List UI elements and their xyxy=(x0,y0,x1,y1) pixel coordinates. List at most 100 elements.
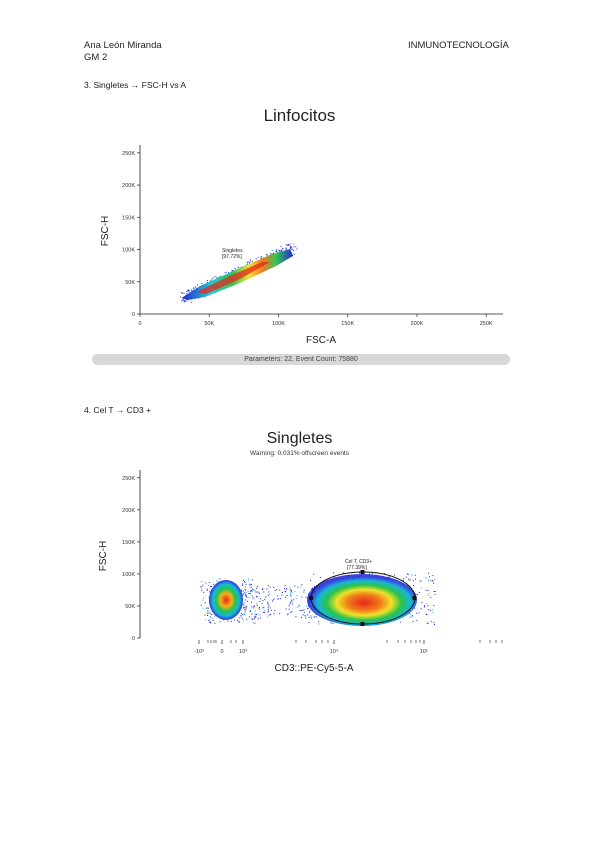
plot2-event-dot xyxy=(291,600,293,602)
plot1-event-dot xyxy=(271,249,273,251)
plot2-event-dot xyxy=(399,621,401,623)
plot2-event-dot xyxy=(240,615,242,617)
plot2-event-dot xyxy=(243,619,245,621)
plot1-event-dot xyxy=(206,281,208,283)
plot2-gate-handle-top[interactable] xyxy=(360,570,365,574)
plot1-event-dot xyxy=(183,292,185,294)
plot1-density-peak xyxy=(196,262,270,294)
plot2-event-dot xyxy=(277,598,279,600)
plot2-event-dot xyxy=(243,613,245,615)
plot2-gate-handle-left[interactable] xyxy=(309,596,313,600)
plot2-event-dot xyxy=(267,616,269,618)
plot2-event-dot xyxy=(209,621,211,623)
plot2-event-dot xyxy=(294,585,296,587)
plot2-event-dot xyxy=(244,599,246,601)
plot2-event-dot xyxy=(247,578,249,580)
plot2-event-dot xyxy=(238,620,240,622)
plot1-event-dot xyxy=(288,243,290,245)
plot2-event-dot xyxy=(310,579,312,581)
plot1-event-dot xyxy=(292,250,294,252)
plot1-event-dot xyxy=(214,276,216,278)
plot2-event-dot xyxy=(209,590,211,592)
plot2-event-dot xyxy=(256,591,258,593)
plot2-event-dot xyxy=(286,595,288,597)
plot2-event-dot xyxy=(242,584,244,586)
plot2-event-dot xyxy=(257,618,259,620)
plot1-event-dot xyxy=(198,297,200,299)
plot2-event-dot xyxy=(425,613,427,615)
plot2-event-dot xyxy=(258,592,260,594)
plot1-event-dot xyxy=(290,246,292,248)
plot2-event-dot xyxy=(259,601,261,603)
plot2-event-dot xyxy=(268,614,270,616)
plot1-event-dot xyxy=(185,293,187,295)
plot2-event-dot xyxy=(414,607,416,609)
plot1-event-dot xyxy=(247,261,249,263)
plot2-x-tick-label: 10³ xyxy=(239,649,247,655)
plot2-event-dot xyxy=(261,603,263,605)
plot1-event-dot xyxy=(257,256,259,258)
plot2-xlabel: CD3::PE-Cy5-5-A xyxy=(275,663,354,674)
plot2-event-dot xyxy=(304,609,306,611)
plot2-event-dot xyxy=(231,620,233,622)
plot2-event-dot xyxy=(279,613,281,615)
plot2-event-dot xyxy=(209,591,211,593)
plot2-event-dot xyxy=(200,581,202,583)
plot2-event-dot xyxy=(428,580,430,582)
plot1-x-tick-label: 150K xyxy=(341,321,354,327)
plot2-event-dot xyxy=(251,601,253,603)
plot2-event-dot xyxy=(256,587,258,589)
plot1-event-dot xyxy=(181,297,183,299)
plot2-event-dot xyxy=(311,588,313,590)
plot2-event-dot xyxy=(428,579,430,581)
plot2-cd3-positive-population xyxy=(307,574,417,626)
plot1-event-dot xyxy=(182,299,184,301)
plot2-event-dot xyxy=(433,622,435,624)
plot2-event-dot xyxy=(290,599,292,601)
plot2-gate-handle-bottom[interactable] xyxy=(360,622,365,626)
plot2-event-dot xyxy=(256,604,258,606)
plot1-event-dot xyxy=(181,300,183,302)
plot1-event-dot xyxy=(184,300,186,302)
plot2-event-dot xyxy=(277,595,279,597)
plot2-event-dot xyxy=(251,579,253,581)
plot2-event-dot xyxy=(304,615,306,617)
plot2-event-dot xyxy=(318,623,320,625)
plot2-event-dot xyxy=(425,589,427,591)
plot2-event-dot xyxy=(419,580,421,582)
plot2-event-dot xyxy=(258,606,260,608)
plot1-event-dot xyxy=(181,292,183,294)
plot2-event-dot xyxy=(296,606,298,608)
plot2-event-dot xyxy=(430,620,432,622)
plot2-x-tick-label: 0 xyxy=(220,649,223,655)
plot2-event-dot xyxy=(255,616,257,618)
plot1-event-dot xyxy=(292,254,294,256)
plot1-event-dot xyxy=(188,289,190,291)
plot1-event-dot xyxy=(180,292,182,294)
plot2-event-dot xyxy=(244,595,246,597)
plot2-event-dot xyxy=(332,572,334,574)
plot1-event-dot xyxy=(291,247,293,249)
author-name: Ana León Miranda xyxy=(84,40,162,51)
plot2-event-dot xyxy=(315,613,317,615)
plot2-event-dot xyxy=(219,578,221,580)
plot2-event-dot xyxy=(267,608,269,610)
plot1-event-dot xyxy=(216,276,218,278)
plot1-y-tick-label: 0 xyxy=(132,312,135,318)
plot2-event-dot xyxy=(247,597,249,599)
plot2-event-dot xyxy=(315,616,317,618)
plot2-event-dot xyxy=(259,598,261,600)
plot2-event-dot xyxy=(427,590,429,592)
plot2-event-dot xyxy=(201,586,203,588)
plot2-event-dot xyxy=(207,612,209,614)
plot2-event-dot xyxy=(239,617,241,619)
plot2-event-dot xyxy=(244,581,246,583)
plot2-event-dot xyxy=(254,590,256,592)
plot2-event-dot xyxy=(416,612,418,614)
plot2-event-dot xyxy=(433,623,435,625)
plot2-event-dot xyxy=(256,585,258,587)
plot2-gate-handle-right[interactable] xyxy=(412,596,417,600)
plot2-event-dot xyxy=(305,615,307,617)
plot2-event-dot xyxy=(208,581,210,583)
plot2-event-dot xyxy=(269,607,271,609)
